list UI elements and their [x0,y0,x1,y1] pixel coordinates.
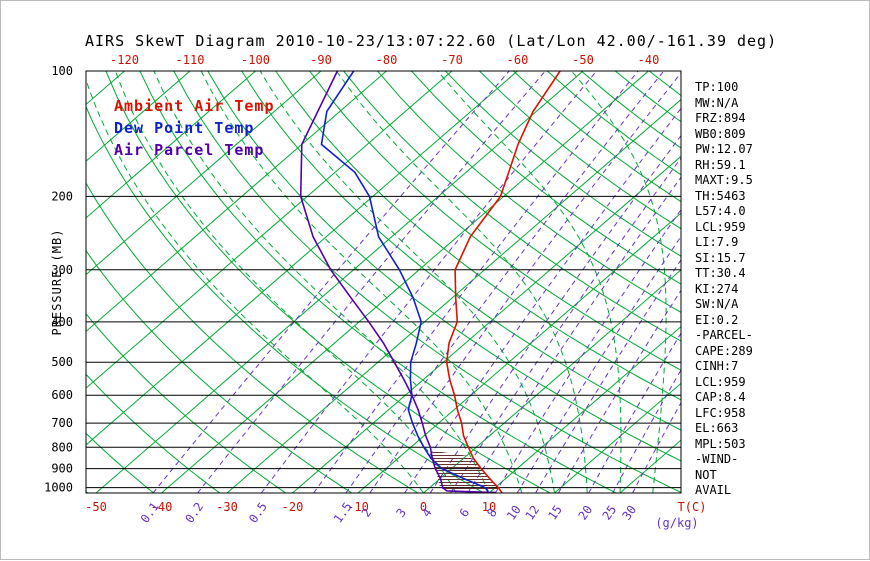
mixing-ratio-tick-label: 10 [504,503,524,523]
mixing-ratio-tick-label: 15 [545,503,565,523]
dry-adiabat-line [649,71,870,493]
stat-line: LFC:958 [695,406,753,422]
stat-line: EI:0.2 [695,313,753,329]
top-temp-tick-label: -110 [176,53,205,67]
pressure-tick-label: 700 [51,416,73,430]
stat-line: MAXT:9.5 [695,173,753,189]
stat-line: CAP:8.4 [695,390,753,406]
pressure-tick-label: 1000 [44,481,73,495]
top-temp-tick-label: -40 [638,53,660,67]
stat-line: SI:15.7 [695,251,753,267]
isotherm-line [424,71,870,493]
mixing-ratio-line [261,71,596,493]
legend-ambient-air-temp: Ambient Air Temp [114,97,275,119]
legend: Ambient Air Temp Dew Point Temp Air Parc… [114,97,275,163]
pressure-tick-label: 200 [51,189,73,203]
mixing-ratio-tick-label: 0.2 [182,500,206,526]
stat-line: TP:100 [695,80,753,96]
stat-line: LCL:959 [695,220,753,236]
stat-line: MPL:503 [695,437,753,453]
mixing-ratio-line [430,71,730,493]
bottom-temp-tick-label: -50 [85,500,107,514]
pressure-tick-label: 100 [51,64,73,78]
stat-line: L57:4.0 [695,204,753,220]
top-temp-tick-label: -120 [110,53,139,67]
top-temp-tick-label: -70 [441,53,463,67]
stat-line: PW:12.07 [695,142,753,158]
dry-adiabat-line [479,71,870,493]
stat-line: AVAIL [695,483,753,499]
legend-dew-point-temp: Dew Point Temp [114,119,275,141]
stat-line: LI:7.9 [695,235,753,251]
mixing-ratio-line [370,71,683,493]
isotherm-line [358,71,845,493]
pressure-tick-label: 500 [51,355,73,369]
mixing-ratio-line [536,71,812,493]
mixing-ratio-tick-label: 30 [619,503,639,523]
mixing-ratio-line [314,71,638,493]
moist-adiabat-line [572,71,667,493]
dry-adiabat-line [1,71,88,493]
top-temp-tick-label: -100 [241,53,270,67]
mixing-ratio-tick-label: 12 [522,503,542,523]
stat-line: CAPE:289 [695,344,753,360]
bottom-temp-tick-label: -20 [282,500,304,514]
stat-line: TH:5463 [695,189,753,205]
mixing-ratio-tick-label: 25 [600,503,620,523]
stat-line: CINH:7 [695,359,753,375]
mixing-ratio-tick-label: 3 [394,506,410,520]
stat-line: TT:30.4 [695,266,753,282]
top-temp-tick-label: -80 [376,53,398,67]
mixing-ratio-tick-label: 0.5 [246,500,270,526]
top-temp-tick-label: -60 [507,53,529,67]
mixing-ratio-tick-label: 6 [457,506,473,520]
pressure-tick-label: 800 [51,440,73,454]
temp-axis-unit-label: T(C) [678,500,707,514]
moist-adiabat-line [438,71,621,493]
mixing-ratio-line [517,71,797,493]
stat-line: MW:N/A [695,96,753,112]
dry-adiabat-line [445,71,870,493]
stat-line: -PARCEL- [695,328,753,344]
pressure-tick-label: 900 [51,462,73,476]
isotherm-line [227,71,714,493]
mixing-ratio-unit-label: (g/kg) [655,516,698,530]
mixing-ratio-tick-label: 20 [576,503,596,523]
stat-line: LCL:959 [695,375,753,391]
mixing-ratio-line [558,71,828,493]
stat-line: EL:663 [695,421,753,437]
dry-adiabat-line [513,71,870,493]
top-temp-tick-label: -90 [310,53,332,67]
stat-line: SW:N/A [695,297,753,313]
top-temp-tick-label: -50 [572,53,594,67]
stat-line: FRZ:894 [695,111,753,127]
ambient-temp-curve [447,71,560,493]
stat-line: RH:59.1 [695,158,753,174]
moist-adiabat-line [751,71,870,493]
stat-line: NOT [695,468,753,484]
pressure-tick-label: 600 [51,388,73,402]
pressure-axis-label: PRESSURE (MB) [50,229,64,336]
stat-line: WB0:809 [695,127,753,143]
bottom-temp-tick-label: -30 [216,500,238,514]
legend-air-parcel-temp: Air Parcel Temp [114,141,275,163]
mixing-ratio-line [405,71,710,493]
stat-line: KI:274 [695,282,753,298]
stat-line: -WIND- [695,452,753,468]
